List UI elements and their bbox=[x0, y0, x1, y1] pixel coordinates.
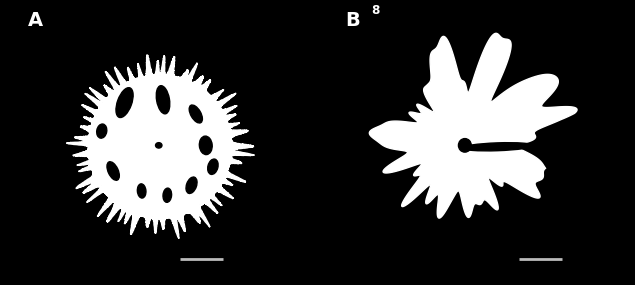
Polygon shape bbox=[67, 55, 255, 239]
Ellipse shape bbox=[97, 124, 107, 138]
Polygon shape bbox=[370, 33, 577, 218]
Ellipse shape bbox=[156, 142, 162, 148]
Text: B: B bbox=[345, 11, 360, 30]
Ellipse shape bbox=[137, 184, 146, 198]
Ellipse shape bbox=[116, 88, 133, 117]
Ellipse shape bbox=[458, 139, 471, 152]
Ellipse shape bbox=[107, 162, 119, 180]
Ellipse shape bbox=[208, 159, 218, 174]
Ellipse shape bbox=[199, 136, 212, 154]
Ellipse shape bbox=[156, 86, 170, 114]
Text: 8: 8 bbox=[371, 4, 379, 17]
Ellipse shape bbox=[186, 177, 197, 194]
Text: A: A bbox=[28, 11, 43, 30]
Ellipse shape bbox=[189, 105, 203, 123]
Ellipse shape bbox=[163, 188, 171, 202]
Ellipse shape bbox=[462, 143, 533, 151]
